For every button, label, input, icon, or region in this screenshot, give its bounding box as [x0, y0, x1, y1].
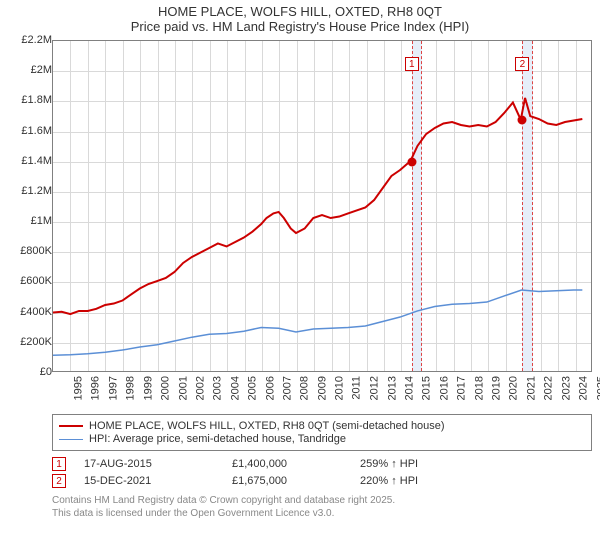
sale-marker-box: 2	[515, 57, 529, 71]
x-tick-label: 2024	[578, 376, 590, 400]
x-tick-label: 2008	[299, 376, 311, 400]
footer-attribution: Contains HM Land Registry data © Crown c…	[52, 494, 592, 520]
title-line1: HOME PLACE, WOLFS HILL, OXTED, RH8 0QT	[8, 4, 592, 19]
x-tick-label: 2011	[350, 376, 362, 400]
sale-price: £1,675,000	[232, 475, 342, 487]
x-tick-label: 2021	[525, 376, 537, 400]
y-tick-label: £0	[40, 366, 52, 378]
x-tick-label: 2020	[508, 376, 520, 400]
legend: HOME PLACE, WOLFS HILL, OXTED, RH8 0QT (…	[52, 414, 592, 451]
x-tick-label: 2025	[595, 376, 600, 400]
x-tick-label: 1996	[90, 376, 102, 400]
x-tick-label: 2004	[229, 376, 241, 400]
x-tick-label: 2003	[212, 376, 224, 400]
legend-item: HOME PLACE, WOLFS HILL, OXTED, RH8 0QT (…	[59, 420, 585, 432]
x-tick-label: 2010	[334, 376, 346, 400]
sale-marker-dot	[407, 157, 416, 166]
x-tick-label: 2009	[316, 376, 328, 400]
y-tick-label: £600K	[20, 275, 52, 287]
x-tick-label: 2017	[456, 376, 468, 400]
sale-row: 1 17-AUG-2015 £1,400,000 259% ↑ HPI	[52, 457, 592, 471]
y-tick-label: £1.8M	[21, 94, 52, 106]
x-tick-label: 2002	[194, 376, 206, 400]
y-tick-label: £2.2M	[21, 34, 52, 46]
sale-date: 15-DEC-2021	[84, 475, 214, 487]
footer-line1: Contains HM Land Registry data © Crown c…	[52, 494, 592, 507]
x-tick-label: 2001	[177, 376, 189, 400]
y-tick-label: £200K	[20, 336, 52, 348]
legend-swatch	[59, 425, 83, 427]
x-tick-label: 2018	[473, 376, 485, 400]
sales-table: 1 17-AUG-2015 £1,400,000 259% ↑ HPI 2 15-DEC-…	[52, 457, 592, 488]
x-tick-label: 2005	[247, 376, 259, 400]
chart-area: £0 £200K £400K £600K £800K £1M £1.2M £1.4M £1.6M…	[8, 40, 592, 412]
sale-vs-hpi: 220% ↑ HPI	[360, 475, 418, 487]
legend-item: HPI: Average price, semi-detached house,…	[59, 433, 585, 445]
y-tick-label: £2M	[31, 64, 52, 76]
series-property	[53, 98, 582, 314]
plot-region: 12	[52, 40, 592, 372]
chart-title: HOME PLACE, WOLFS HILL, OXTED, RH8 0QT P…	[8, 4, 592, 34]
series-hpi	[53, 290, 582, 355]
x-tick-label: 2007	[282, 376, 294, 400]
title-line2: Price paid vs. HM Land Registry's House …	[8, 19, 592, 34]
y-tick-label: £1M	[31, 215, 52, 227]
y-tick-label: £800K	[20, 245, 52, 257]
x-tick-label: 1999	[142, 376, 154, 400]
x-tick-label: 2013	[386, 376, 398, 400]
sale-index-box: 1	[52, 457, 66, 471]
x-tick-label: 2016	[438, 376, 450, 400]
x-tick-label: 1997	[107, 376, 119, 400]
x-tick-label: 2006	[264, 376, 276, 400]
x-tick-label: 1998	[125, 376, 137, 400]
y-tick-label: £1.6M	[21, 125, 52, 137]
footer-line2: This data is licensed under the Open Gov…	[52, 507, 592, 520]
x-tick-label: 2014	[403, 376, 415, 400]
sale-date: 17-AUG-2015	[84, 458, 214, 470]
sale-vs-hpi: 259% ↑ HPI	[360, 458, 418, 470]
legend-label: HPI: Average price, semi-detached house,…	[89, 433, 346, 445]
y-tick-label: £400K	[20, 306, 52, 318]
y-tick-label: £1.4M	[21, 155, 52, 167]
sale-marker-box: 1	[405, 57, 419, 71]
sale-marker-dot	[518, 116, 527, 125]
legend-label: HOME PLACE, WOLFS HILL, OXTED, RH8 0QT (…	[89, 420, 445, 432]
x-tick-label: 2019	[491, 376, 503, 400]
x-tick-label: 2012	[369, 376, 381, 400]
sale-index-box: 2	[52, 474, 66, 488]
legend-swatch	[59, 439, 83, 440]
x-tick-label: 2015	[421, 376, 433, 400]
x-tick-label: 2022	[543, 376, 555, 400]
x-tick-label: 2023	[560, 376, 572, 400]
x-tick-label: 2000	[160, 376, 172, 400]
sale-price: £1,400,000	[232, 458, 342, 470]
sale-row: 2 15-DEC-2021 £1,675,000 220% ↑ HPI	[52, 474, 592, 488]
x-tick-label: 1995	[72, 376, 84, 400]
y-tick-label: £1.2M	[21, 185, 52, 197]
